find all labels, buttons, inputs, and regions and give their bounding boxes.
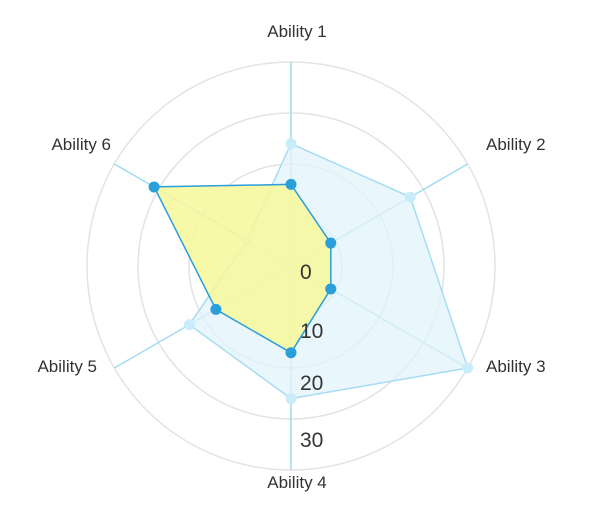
- data-point: [285, 347, 297, 359]
- radar-series: [148, 138, 474, 405]
- series-2: [148, 178, 337, 359]
- axis-label: Ability 2: [486, 135, 546, 154]
- axis-label: Ability 6: [51, 135, 111, 154]
- axis-label: Ability 4: [267, 473, 327, 492]
- axis-labels: Ability 1 Ability 2 Ability 3 Ability 4 Abil…: [37, 22, 545, 492]
- data-point: [183, 319, 195, 331]
- axis-label: Ability 1: [267, 22, 327, 41]
- data-point: [285, 178, 297, 190]
- tick-label: 20: [300, 372, 323, 395]
- data-point: [285, 138, 297, 150]
- radius-ticks: 0 10 20 30: [300, 261, 323, 452]
- data-point: [404, 191, 416, 203]
- data-point: [325, 283, 337, 295]
- data-point: [325, 237, 337, 249]
- tick-label: 10: [300, 320, 323, 343]
- axis-label: Ability 5: [37, 357, 97, 376]
- data-point: [285, 393, 297, 405]
- data-point: [462, 362, 474, 374]
- tick-label: 0: [300, 261, 312, 284]
- tick-label: 30: [300, 429, 323, 452]
- axis-label: Ability 3: [486, 357, 546, 376]
- data-point: [148, 181, 160, 193]
- data-point: [210, 303, 222, 315]
